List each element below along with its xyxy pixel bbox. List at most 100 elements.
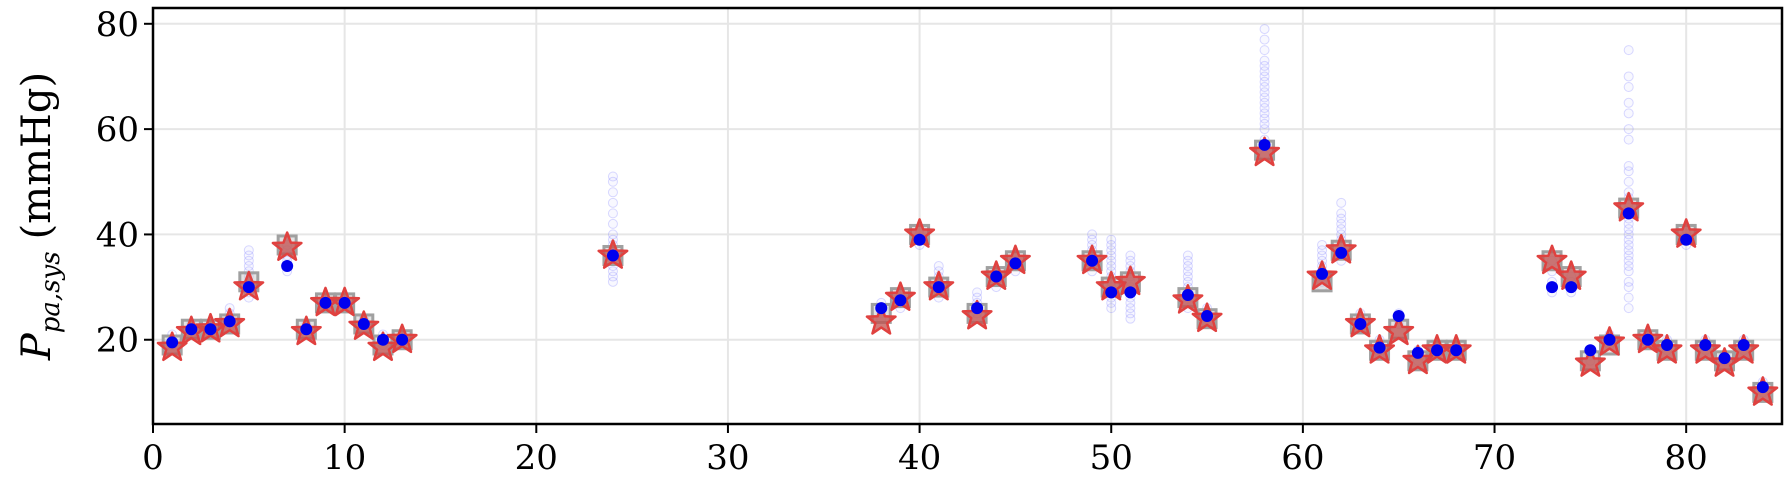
cloud-point	[1125, 308, 1136, 319]
star-marker	[367, 331, 399, 362]
cloud-point	[1259, 97, 1270, 108]
point-marker	[1086, 254, 1099, 267]
cloud-point	[243, 255, 254, 266]
star-marker	[1383, 315, 1415, 346]
y-axis-label-unit: (mmHg)	[14, 72, 60, 240]
cloud-point	[1336, 208, 1347, 219]
y-tick-label: 40	[96, 215, 139, 255]
cloud-point	[1106, 234, 1117, 245]
cloud-point	[243, 245, 254, 256]
point-marker	[1699, 339, 1712, 352]
cloud-point	[607, 197, 618, 208]
point-marker	[1431, 344, 1444, 357]
cloud-point	[1259, 103, 1270, 114]
cloud-point	[1336, 197, 1347, 208]
point-marker	[1316, 267, 1329, 280]
point-marker	[932, 281, 945, 294]
point-marker	[913, 233, 926, 246]
cloud-point	[607, 271, 618, 282]
star-marker	[961, 299, 993, 330]
cloud-point	[1623, 176, 1634, 187]
cloud-point	[1125, 255, 1136, 266]
cloud-point	[1259, 60, 1270, 71]
cloud-point	[1623, 224, 1634, 235]
cloud-point	[1623, 266, 1634, 277]
point-marker	[1009, 257, 1022, 270]
cloud-point	[1259, 55, 1270, 66]
cloud-point	[1259, 92, 1270, 103]
axes: 0 10 20 30 40 50 60 70 80 20 40 60 80	[96, 5, 1708, 478]
point-marker	[185, 323, 198, 336]
x-tick-label: 80	[1665, 438, 1708, 478]
point-marker	[1181, 288, 1194, 301]
point-marker	[1450, 344, 1463, 357]
cloud-point	[1623, 292, 1634, 303]
cloud-point	[1182, 261, 1193, 272]
cloud-point	[1623, 245, 1634, 256]
cloud-point	[1087, 229, 1098, 240]
point-marker	[894, 294, 907, 307]
cloud-point	[1623, 160, 1634, 171]
star-series	[156, 136, 1779, 406]
point-marker	[1718, 352, 1731, 365]
cloud-point	[1623, 255, 1634, 266]
point-marker	[281, 260, 294, 273]
star-marker	[1574, 347, 1606, 377]
plot-frame	[151, 6, 1784, 426]
point-marker	[338, 296, 351, 309]
cloud-point	[1259, 124, 1270, 135]
cloud-point	[1125, 303, 1136, 314]
cloud-point	[1259, 71, 1270, 82]
cloud-point	[1125, 250, 1136, 261]
cloud-point	[607, 187, 618, 198]
cloud-point	[1623, 134, 1634, 145]
cloud-point	[1125, 297, 1136, 308]
cloud-point	[1259, 113, 1270, 124]
cloud-point	[607, 229, 618, 240]
x-tick-label: 60	[1281, 438, 1324, 478]
x-tick-label: 40	[898, 438, 941, 478]
cloud-point	[1623, 229, 1634, 240]
point-marker	[396, 333, 409, 346]
cloud-point	[607, 171, 618, 182]
cloud-point	[1623, 97, 1634, 108]
point-marker	[1124, 286, 1137, 299]
point-marker	[1373, 341, 1386, 354]
x-tick-label: 10	[323, 438, 366, 478]
point-marker	[1335, 246, 1348, 259]
x-tick-label: 70	[1473, 438, 1516, 478]
cloud-point	[1259, 87, 1270, 98]
point-marker	[1622, 207, 1635, 220]
cloud-point	[243, 261, 254, 272]
cloud-point	[1259, 81, 1270, 92]
cloud-point	[1623, 81, 1634, 92]
cloud-point	[1623, 166, 1634, 177]
point-marker	[242, 281, 255, 294]
point-marker	[1641, 333, 1654, 346]
star-marker	[271, 231, 303, 261]
cloud-point	[933, 261, 944, 272]
cloud-point	[1623, 71, 1634, 82]
cloud-point	[1182, 255, 1193, 266]
cloud-point	[1106, 297, 1117, 308]
cloud-point	[1317, 239, 1328, 250]
point-marker	[204, 323, 217, 336]
cloud-point	[607, 276, 618, 287]
cloud-point	[607, 266, 618, 277]
point-marker	[1603, 333, 1616, 346]
cloud-point	[1259, 24, 1270, 35]
cloud-point	[1623, 282, 1634, 293]
point-marker	[1354, 317, 1367, 330]
cloud-point	[607, 208, 618, 219]
point-marker	[1411, 346, 1424, 359]
cloud-point	[1623, 234, 1634, 245]
cloud-point	[1336, 218, 1347, 229]
point-marker	[1258, 138, 1271, 151]
x-tick-label: 50	[1090, 438, 1133, 478]
cloud-point	[1336, 213, 1347, 224]
point-marker	[1680, 233, 1693, 246]
cloud-point	[1336, 224, 1347, 235]
grid	[152, 8, 1782, 424]
